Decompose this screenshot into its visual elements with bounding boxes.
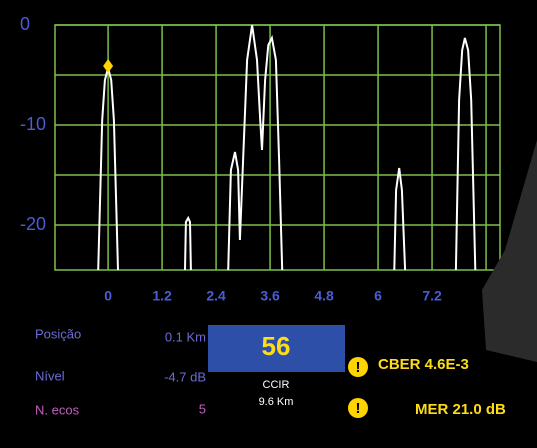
channel-number: 56 — [262, 331, 291, 361]
position-value: 0.1 Km — [165, 329, 206, 344]
channel-standard: CCIR — [263, 379, 290, 391]
y-tick-label: 0 — [20, 14, 30, 34]
x-tick-label: 4.8 — [314, 288, 334, 304]
x-tick-label: 2.4 — [206, 288, 226, 304]
x-tick-label: 0 — [104, 288, 112, 304]
y-tick-label: -20 — [20, 214, 46, 234]
marker — [103, 59, 114, 73]
echoes-label: N. ecos — [35, 402, 80, 417]
device-edge — [482, 140, 537, 362]
x-tick-label: 6 — [374, 288, 382, 304]
level-label: Nível — [35, 368, 65, 383]
warning-mark: ! — [356, 400, 361, 417]
level-value: -4.7 dB — [164, 369, 206, 384]
echoes-value: 5 — [199, 401, 206, 416]
position-label: Posição — [35, 326, 81, 341]
warning-mark: ! — [356, 359, 361, 376]
cber: CBER 4.6E-3 — [378, 356, 469, 373]
channel-distance: 9.6 Km — [259, 396, 294, 408]
x-tick-label: 1.2 — [152, 288, 172, 304]
x-tick-label: 7.2 — [422, 288, 442, 304]
warning-icon — [348, 357, 368, 377]
y-tick-label: -10 — [20, 114, 46, 134]
x-tick-label: 3.6 — [260, 288, 280, 304]
mer: MER 21.0 dB — [415, 401, 506, 418]
channel-box — [208, 325, 345, 372]
warning-icon — [348, 398, 368, 418]
plot: 0 -10 -20 0 1.2 2.4 3.6 4.8 6 7.2 — [20, 14, 501, 304]
